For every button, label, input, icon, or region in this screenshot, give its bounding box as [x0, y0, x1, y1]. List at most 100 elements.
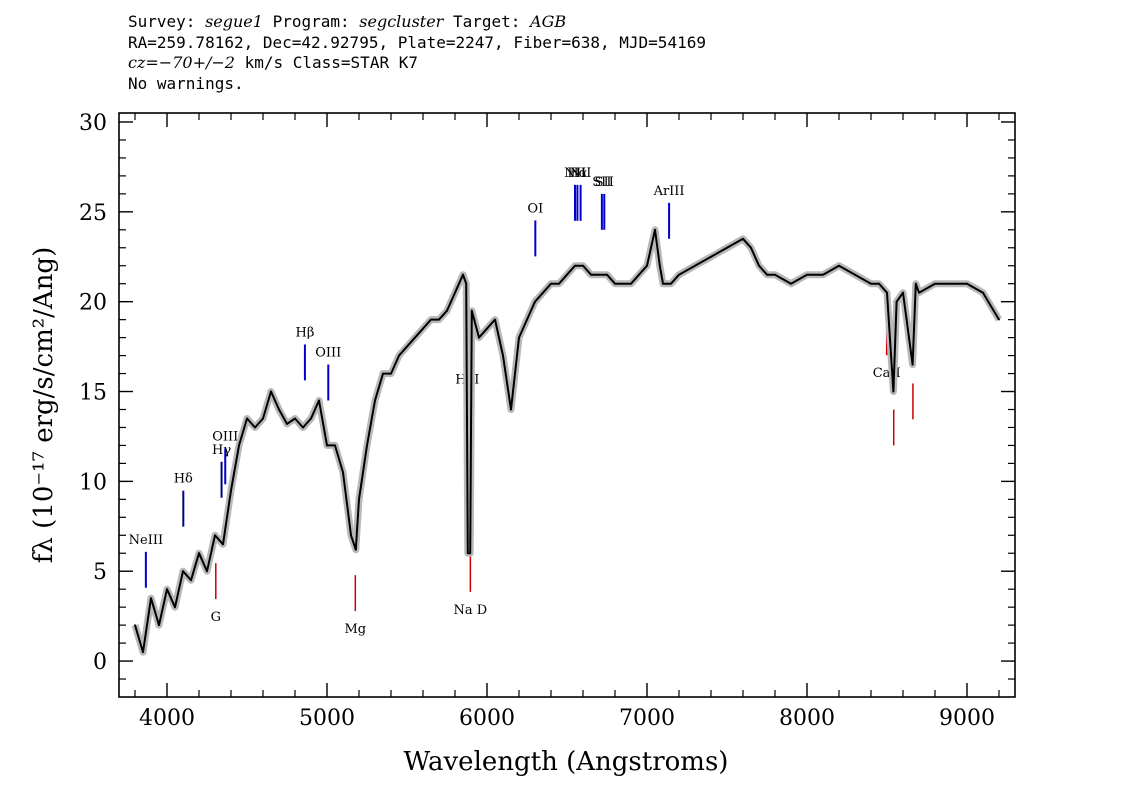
spectrum-point: [654, 228, 656, 231]
emission-line-label: OIII: [212, 429, 238, 444]
x-axis-label: Wavelength (Angstroms): [404, 747, 729, 777]
spectrum-point: [222, 543, 224, 546]
spectrum-point: [465, 282, 468, 285]
program-label: Program:: [262, 12, 360, 31]
spectrum-point: [150, 597, 152, 600]
header-line-4: No warnings.: [128, 73, 244, 93]
spectrum-noise-band: [131, 226, 1003, 656]
x-tick-label: 5000: [299, 706, 355, 731]
spectrum-point: [286, 423, 288, 425]
spectrum-point: [158, 624, 160, 626]
y-tick-label: 0: [93, 650, 107, 675]
x-tick-label: 7000: [619, 706, 675, 731]
spectrum-point: [598, 273, 600, 276]
spectrum-point: [398, 354, 400, 357]
spectrum-point: [470, 309, 473, 312]
spectrum-point: [750, 246, 752, 249]
emission-line-label: NII: [570, 166, 592, 181]
spectrum-point: [662, 282, 664, 285]
y-tick-label: 20: [79, 291, 107, 316]
spectrum-point: [486, 327, 488, 330]
spectrum-point: [886, 291, 888, 294]
x-tick-label: 8000: [779, 706, 835, 731]
spectrum-point: [142, 651, 144, 653]
target-value: AGB: [530, 12, 567, 31]
spectrum-point: [230, 489, 232, 492]
absorption-line-label: G: [211, 610, 221, 625]
spectrum-point: [190, 579, 192, 582]
axes: 4000 5000 6000 7000 8000 9000 0 5 10 15 20 25 30: [79, 111, 1015, 731]
spectrum-point: [806, 273, 808, 276]
spectrum-point: [382, 372, 384, 375]
spectrum-point: [726, 246, 728, 249]
emission-line-label: Hβ: [295, 325, 314, 340]
spectrum-point: [966, 282, 968, 285]
spectrum-point: [670, 282, 672, 285]
spectrum-point: [238, 444, 240, 447]
spectrum-point: [350, 534, 352, 537]
survey-label: Survey:: [128, 12, 206, 31]
spectrum-header: Survey: segue1 Program: segcluster Targe…: [128, 12, 706, 94]
spectrum-point: [478, 336, 480, 339]
spectrum-point: [870, 282, 872, 285]
spectrum-point: [895, 300, 898, 303]
spectrum-point: [462, 273, 464, 276]
x-tick-label: 6000: [459, 706, 515, 731]
spectrum-point: [198, 552, 200, 555]
spectrum-point: [590, 273, 592, 276]
spectrum-point: [406, 345, 408, 348]
spectrum-point: [254, 426, 256, 429]
emission-line-label: NeIII: [129, 533, 163, 548]
spectrum-point: [454, 291, 456, 294]
x-tick-label: 9000: [939, 706, 995, 731]
spectrum-point: [658, 264, 661, 267]
emission-line-label: SII: [592, 175, 611, 190]
spectrum-point: [518, 336, 520, 339]
y-tick-label: 25: [79, 201, 107, 226]
spectrum-point: [902, 291, 904, 294]
spectrum-point: [182, 570, 184, 573]
spectrum-point: [678, 273, 680, 276]
emission-line-label: Hδ: [174, 472, 193, 487]
spectrum-point: [558, 282, 560, 285]
y-tick-label: 15: [79, 381, 107, 406]
spectrum-point: [934, 282, 936, 285]
spectrum-line: [134, 228, 1000, 654]
cz-label: cz: [128, 53, 146, 72]
spectrum-point: [574, 264, 576, 267]
cz-value: =−70+/−2: [145, 53, 235, 72]
spectrum-point: [878, 282, 880, 285]
spectrum-point: [134, 624, 136, 626]
spectrum-point: [469, 552, 472, 555]
line-markers: NeIIIHδHγOIIIHβOIIIHeIOINIIHαNIISIISIIAr…: [129, 166, 914, 637]
spectrum-point: [982, 291, 984, 294]
spectrum-point: [422, 327, 424, 330]
spectrum-point: [466, 552, 469, 555]
spectrum-point: [326, 444, 328, 447]
y-axis-label: fλ (10⁻¹⁷ erg/s/cm²/Ang): [29, 247, 59, 563]
program-value: segcluster: [359, 12, 444, 31]
spectrum-point: [774, 273, 776, 276]
spectrum-point: [310, 417, 312, 420]
spectrum-point: [318, 399, 320, 402]
spectrum-point: [494, 318, 496, 321]
spectrum-point: [430, 318, 432, 321]
plot-frame: [118, 112, 1016, 698]
spectrum-point: [174, 606, 176, 609]
spectrum-point: [630, 282, 632, 285]
spectrum-point: [622, 282, 624, 285]
spectrum-point: [638, 273, 640, 276]
spectrum-point: [414, 336, 416, 339]
survey-value: segue1: [205, 12, 263, 31]
spectrum-point: [790, 282, 792, 285]
emission-line-label: OI: [527, 201, 543, 216]
header-line-2: RA=259.78162, Dec=42.92795, Plate=2247, …: [128, 32, 706, 52]
spectrum-point: [354, 548, 357, 551]
spectrum-point: [854, 273, 856, 276]
spectrum-point: [526, 318, 528, 321]
spectrum-point: [822, 273, 824, 276]
emission-line-label: Hγ: [212, 443, 231, 458]
absorption-line-label: Na D: [454, 603, 488, 618]
header-line-1: Survey: segue1 Program: segcluster Targe…: [128, 12, 706, 33]
